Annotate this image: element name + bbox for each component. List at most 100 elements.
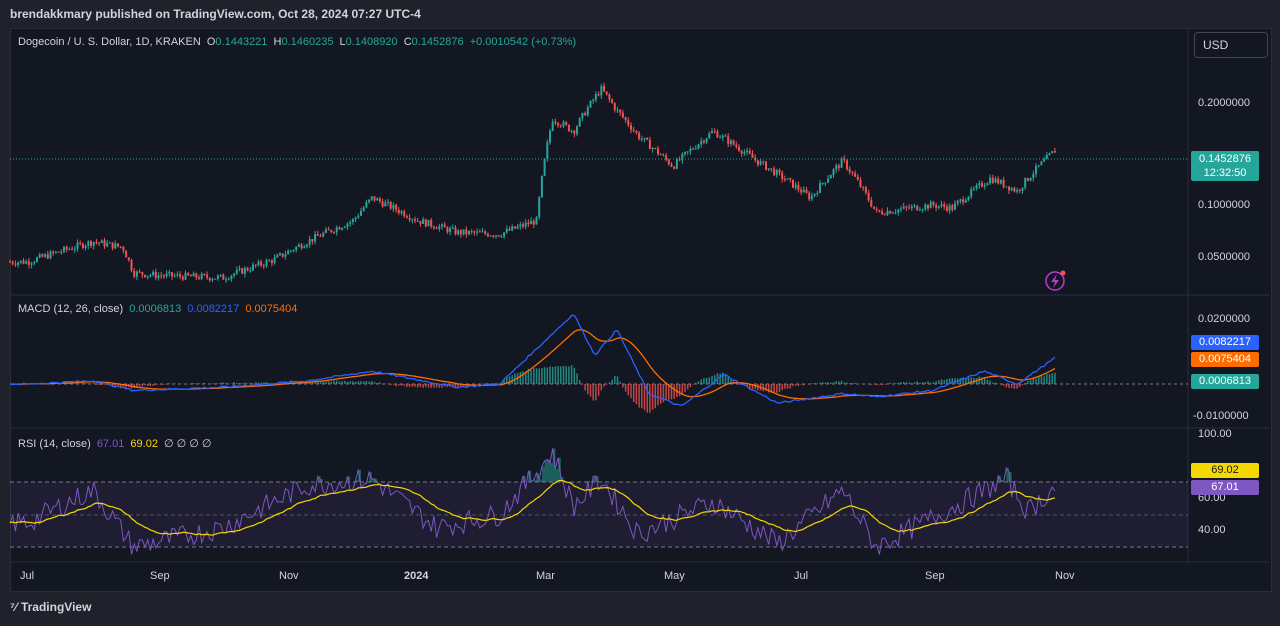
candle-body (824, 182, 827, 184)
tradingview-logo-icon: ⁷⁄ (10, 600, 17, 614)
candle-body (864, 187, 867, 193)
time-axis-label: Nov (279, 570, 299, 582)
candles (9, 82, 1056, 283)
candle-body (360, 210, 362, 216)
candle-body (297, 244, 300, 247)
candle-body (346, 223, 349, 227)
candle-body (967, 196, 970, 201)
candle-body (368, 199, 371, 203)
candle-body (783, 179, 786, 181)
price-axis-label: 0.2000000 (1198, 97, 1250, 109)
candle-body (924, 204, 927, 210)
candle-body (173, 275, 176, 277)
candle-body (95, 242, 98, 244)
candle-body (875, 208, 878, 211)
candle-body (238, 268, 241, 270)
candle-body (640, 139, 643, 141)
candle-body (954, 203, 956, 210)
candle-body (181, 276, 184, 280)
symbol-legend[interactable]: Dogecoin / U. S. Dollar, 1D, KRAKEN O0.1… (18, 36, 579, 48)
candle-body (351, 219, 354, 223)
candle-body (311, 239, 314, 242)
candle-body (619, 109, 622, 113)
candle-body (1043, 159, 1046, 162)
last-price-value: 0.1452876 (1199, 153, 1251, 165)
footer-brand[interactable]: ⁷⁄ TradingView (10, 600, 91, 614)
candle-body (343, 226, 346, 228)
time-axis-label: Sep (925, 570, 945, 582)
candle-body (999, 179, 1002, 184)
candle-body (478, 231, 481, 233)
lightning-icon[interactable] (1045, 270, 1066, 291)
rsi-value: 67.01 (96, 438, 125, 450)
candle-body (459, 230, 462, 235)
candle-body (252, 264, 254, 271)
candle-body (630, 125, 632, 130)
candle-body (519, 224, 522, 227)
candle-body (324, 229, 327, 233)
candle-body (702, 140, 705, 143)
candle-body (30, 263, 33, 265)
candle-body (889, 210, 892, 214)
candle-body (303, 246, 306, 249)
candle-body (948, 205, 951, 211)
candle-body (135, 271, 138, 277)
candle-body (14, 263, 17, 265)
candle-body (662, 154, 665, 156)
candle-body (500, 236, 503, 238)
candle-body (1037, 165, 1040, 167)
candle-body (675, 159, 678, 169)
candle-body (905, 206, 908, 208)
rsi-legend[interactable]: RSI (14, close) 67.01 69.02 ∅ ∅ ∅ ∅ (18, 437, 215, 450)
candle-body (73, 248, 76, 250)
candle-body (891, 212, 894, 214)
candle-body (495, 235, 497, 237)
candle-body (940, 204, 943, 207)
candle-body (665, 155, 668, 160)
candle-body (1048, 153, 1051, 155)
candle-body (1035, 165, 1037, 175)
macd-legend[interactable]: MACD (12, 26, close) 0.0006813 0.0082217… (18, 303, 300, 315)
candle-body (49, 251, 52, 259)
candle-body (816, 192, 819, 194)
candle-body (273, 257, 276, 264)
candle-body (451, 227, 454, 229)
candle-body (249, 270, 252, 272)
candle-body (767, 168, 770, 170)
candle-body (187, 272, 190, 276)
candle-body (492, 235, 495, 237)
candle-body (756, 160, 759, 165)
candle-body (19, 260, 22, 263)
candle-body (983, 185, 986, 187)
candle-body (392, 204, 395, 209)
candle-body (71, 248, 74, 250)
candle-body (1018, 189, 1021, 191)
candle-body (257, 261, 260, 266)
candle-body (578, 118, 581, 127)
candle-body (516, 226, 519, 229)
candle-body (751, 153, 754, 158)
high-value: 0.1460235 (281, 36, 334, 48)
candle-body (438, 226, 441, 230)
candle-body (168, 272, 171, 274)
currency-button[interactable]: USD (1194, 32, 1268, 58)
candle-body (897, 209, 900, 213)
candle-body (724, 135, 727, 137)
candle-body (341, 227, 344, 230)
candle-body (1024, 178, 1027, 188)
candle-body (465, 229, 468, 235)
candle-body (106, 243, 109, 247)
candle-body (111, 242, 114, 249)
candle-body (900, 208, 902, 210)
candle-body (41, 254, 44, 257)
candle-body (446, 227, 449, 233)
candle-body (1010, 188, 1013, 191)
candle-body (284, 254, 287, 257)
candle-body (208, 277, 211, 281)
candle-body (592, 99, 595, 101)
candle-body (176, 274, 179, 276)
candle-body (748, 150, 751, 154)
candle-body (349, 222, 352, 224)
candle-body (746, 150, 749, 153)
